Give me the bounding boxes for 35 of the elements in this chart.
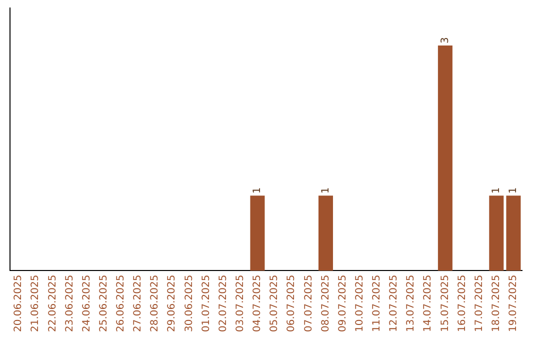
x-tick-label: 09.07.2025 xyxy=(337,274,348,332)
data-label: 1 xyxy=(252,187,264,194)
data-label: 1 xyxy=(490,187,502,194)
x-tick-label: 10.07.2025 xyxy=(354,274,366,332)
x-tick-label: 06.07.2025 xyxy=(286,274,298,332)
x-tick-label: 04.07.2025 xyxy=(252,274,264,332)
x-tick-label: 08.07.2025 xyxy=(320,274,332,332)
x-tick-label: 29.06.2025 xyxy=(166,274,178,332)
x-tick-label: 05.07.2025 xyxy=(269,274,280,332)
x-tick-label: 22.06.2025 xyxy=(47,274,58,332)
x-tick-label: 30.06.2025 xyxy=(184,274,195,332)
x-tick-label: 12.07.2025 xyxy=(388,274,400,332)
x-tick-label: 15.07.2025 xyxy=(440,274,451,332)
x-tick-label: 24.06.2025 xyxy=(81,274,92,332)
x-tick-label: 21.06.2025 xyxy=(30,274,42,332)
x-tick-label: 13.07.2025 xyxy=(406,274,417,332)
x-tick-label: 19.07.2025 xyxy=(508,274,520,332)
x-tick-label: 27.06.2025 xyxy=(132,274,144,332)
x-tick-label: 02.07.2025 xyxy=(218,274,229,332)
data-label: 1 xyxy=(508,187,520,194)
x-tick-label: 14.07.2025 xyxy=(422,274,434,332)
x-tick-label: 25.06.2025 xyxy=(98,274,110,332)
x-tick-label: 17.07.2025 xyxy=(474,274,485,332)
x-tick-label: 26.06.2025 xyxy=(116,274,127,332)
x-tick-label: 11.07.2025 xyxy=(372,274,383,332)
x-tick-label: 20.06.2025 xyxy=(13,274,24,332)
x-tick-label: 01.07.2025 xyxy=(200,274,212,332)
x-tick-label: 28.06.2025 xyxy=(150,274,161,332)
x-tick-label: 16.07.2025 xyxy=(456,274,468,332)
data-label: 3 xyxy=(440,37,451,44)
x-tick-label: 18.07.2025 xyxy=(490,274,502,332)
data-label: 1 xyxy=(320,187,332,194)
x-tick-label: 07.07.2025 xyxy=(303,274,314,332)
x-tick-label: 03.07.2025 xyxy=(234,274,246,332)
x-tick-label: 23.06.2025 xyxy=(64,274,76,332)
